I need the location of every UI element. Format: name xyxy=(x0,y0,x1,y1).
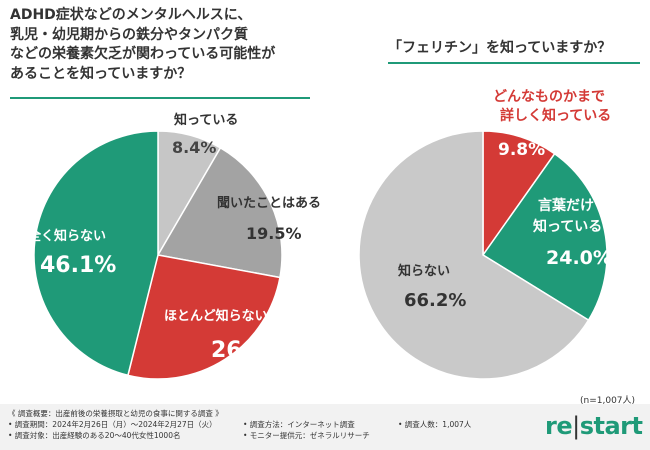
left-label-kiita: 聞いたことはある xyxy=(217,196,321,211)
left-title-line-1: ADHD症状などのメンタルヘルスに、 xyxy=(10,7,252,23)
logo-part-2: start xyxy=(579,412,643,440)
right-value-kuwashiku: 9.8% xyxy=(498,140,545,160)
footer-provider: • モニター提供元：ゼネラルリサーチ xyxy=(243,431,370,440)
right-pie-slice-0 xyxy=(482,130,556,258)
left-title-underline xyxy=(10,97,310,99)
left-chart-title: ADHD症状などのメンタルヘルスに、 乳児・幼児期からの鉄分やタンパク質 などの… xyxy=(10,6,310,84)
left-value-hotondo: 26.0% xyxy=(211,338,287,363)
logo-separator: | xyxy=(572,412,580,440)
sample-size-note: (n=1,007人) xyxy=(580,396,636,406)
logo-part-1: re xyxy=(545,412,573,440)
right-pie-chart xyxy=(358,130,608,380)
footer-count: • 調査人数：1,007人 xyxy=(398,420,472,429)
left-pie-slice-3 xyxy=(33,130,159,377)
footer-method: • 調査方法：インターネット調査 xyxy=(243,420,355,429)
left-value-mattaku: 46.1% xyxy=(40,253,116,278)
right-title-underline xyxy=(388,62,640,64)
left-pie-slice-2 xyxy=(127,254,281,380)
right-pie-slice-2 xyxy=(358,130,590,380)
left-pie-slice-1 xyxy=(156,146,283,279)
left-title-line-3: などの栄養素欠乏が関わっている可能性が xyxy=(10,46,276,62)
left-label-hotondo: ほとんど知らない xyxy=(164,308,268,324)
footer-target: • 調査対象：出産経験のある20〜40代女性1000名 xyxy=(8,431,181,440)
footer-period: • 調査期間：2024年2月26日（月）〜2024年2月27日（火） xyxy=(8,420,217,429)
left-title-line-4: あることを知っていますか？ xyxy=(10,65,192,82)
right-label-kuwashiku-line2: 詳しく知っている xyxy=(500,107,611,124)
right-label-kuwashiku-line1: どんなものかまで xyxy=(493,89,605,105)
right-label-kotobadake-line2: 知っている xyxy=(533,218,602,235)
left-value-kiita: 19.5% xyxy=(246,224,302,243)
right-pie-slice-1 xyxy=(481,152,608,322)
footer-survey-title: 《 調査概要：出産前後の栄養摂取と幼児の食事に関する調査 》 xyxy=(8,409,223,418)
left-value-shitteiru: 8.4% xyxy=(172,138,216,157)
right-label-kotobadake-line1: 言葉だけ xyxy=(538,197,594,214)
right-value-shiranai: 66.2% xyxy=(404,290,466,311)
left-label-shitteiru: 知っている xyxy=(174,112,238,128)
restart-logo: re|start xyxy=(545,412,643,440)
left-pie-chart xyxy=(33,130,283,380)
right-label-shiranai: 知らない xyxy=(398,263,450,279)
survey-footer: 《 調査概要：出産前後の栄養摂取と幼児の食事に関する調査 》 • 調査期間：20… xyxy=(0,404,650,450)
right-value-kotobadake: 24.0% xyxy=(546,247,612,269)
left-title-line-2: 乳児・幼児期からの鉄分やタンパク質 xyxy=(10,26,248,43)
left-label-mattaku: 全く知らない xyxy=(27,228,106,244)
right-chart-title: 「フェリチン」を知っていますか？ xyxy=(388,40,612,56)
